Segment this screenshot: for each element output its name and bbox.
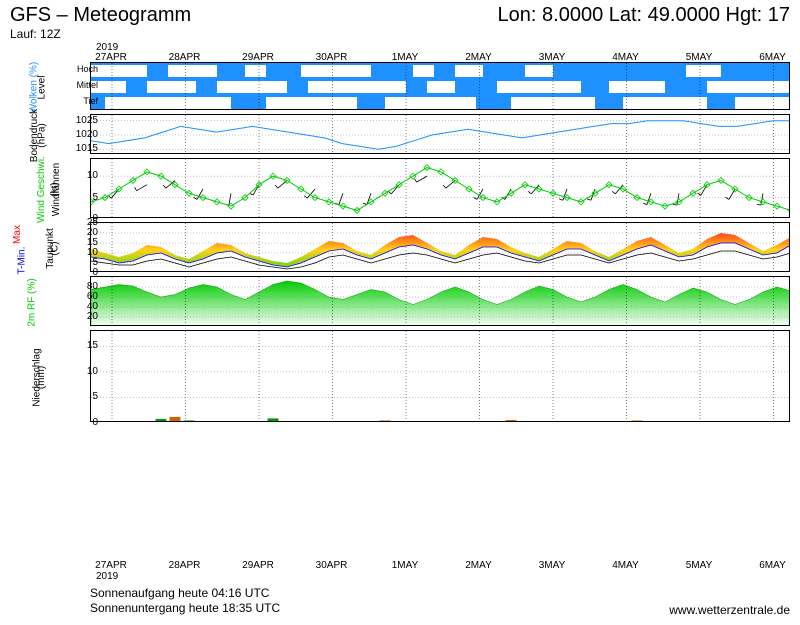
humidity-tick: 60 [68, 292, 98, 302]
pressure-tick: 1025 [68, 116, 98, 126]
cloud-row-label: Hoch [68, 65, 98, 74]
temp-axis-unit: (C) [49, 242, 60, 256]
humidity-tick: 80 [68, 282, 98, 292]
pressure-panel [90, 114, 790, 154]
x-axis-label: 29APR [242, 560, 274, 571]
title-left: GFS – Meteogramm [10, 4, 191, 27]
humidity-axis-label: 2m RF (%) [27, 278, 38, 326]
cloud-row-label: Mittel [68, 81, 98, 90]
footer-url: www.wetterzentrale.de [669, 603, 790, 617]
humidity-tick: 20 [68, 312, 98, 322]
x-axis-label: 2MAY [465, 560, 492, 571]
x-axis-label: 28APR [169, 560, 201, 571]
x-axis-label: 30APR [316, 560, 348, 571]
year-bottom: 2019 [96, 571, 118, 582]
wind-tick: 5 [68, 193, 98, 203]
x-axis-label: 5MAY [686, 560, 713, 571]
precip-tick: 5 [68, 392, 98, 402]
temp-axis-tmin: T-Min. [16, 247, 27, 275]
pressure-axis-unit: (hPa) [37, 123, 48, 147]
temp-tick: 20 [68, 228, 98, 238]
cloud-panel [90, 62, 790, 110]
precip-tick: 15 [68, 341, 98, 351]
footer-info: Sonnenaufgang heute 04:16 UTC Sonnenunte… [90, 586, 280, 617]
sunset-text: Sonnenuntergang heute 18:35 UTC [90, 601, 280, 617]
temp-tick: 10 [68, 248, 98, 258]
wind-panel [90, 158, 790, 218]
precip-tick: 10 [68, 367, 98, 377]
wind-axis-unit: (kt) [50, 182, 61, 196]
x-axis-label: 6MAY [759, 560, 786, 571]
subtitle: Lauf: 12Z [0, 27, 800, 43]
humidity-panel [90, 276, 790, 326]
x-axis-label: 27APR [95, 560, 127, 571]
temp-tick: 25 [68, 218, 98, 228]
x-axis-label: 1MAY [392, 560, 419, 571]
precip-axis-unit: (mm) [36, 366, 47, 389]
temp-tick: 15 [68, 238, 98, 248]
pressure-tick: 1015 [68, 144, 98, 154]
chart-area [90, 62, 790, 426]
title-row: GFS – Meteogramm Lon: 8.0000 Lat: 49.000… [0, 0, 800, 27]
meteogram-container: GFS – Meteogramm Lon: 8.0000 Lat: 49.000… [0, 0, 800, 625]
temp-axis-tmax: Max [12, 225, 23, 244]
temp-tick: 0 [68, 268, 98, 278]
cloud-row-label: Tief [68, 97, 98, 106]
wind-axis-label: Wind Geschwi. [36, 156, 47, 223]
temp-panel [90, 222, 790, 272]
x-axis-label: 4MAY [612, 560, 639, 571]
precip-panel [90, 330, 790, 422]
humidity-tick: 40 [68, 302, 98, 312]
x-axis-label: 3MAY [539, 560, 566, 571]
title-right: Lon: 8.0000 Lat: 49.0000 Hgt: 17 [498, 4, 790, 27]
cloud-axis-label2: Level [36, 76, 47, 100]
wind-tick: 10 [68, 171, 98, 181]
precip-tick: 0 [68, 418, 98, 428]
temp-tick: 5 [68, 258, 98, 268]
pressure-tick: 1020 [68, 130, 98, 140]
sunrise-text: Sonnenaufgang heute 04:16 UTC [90, 586, 280, 602]
